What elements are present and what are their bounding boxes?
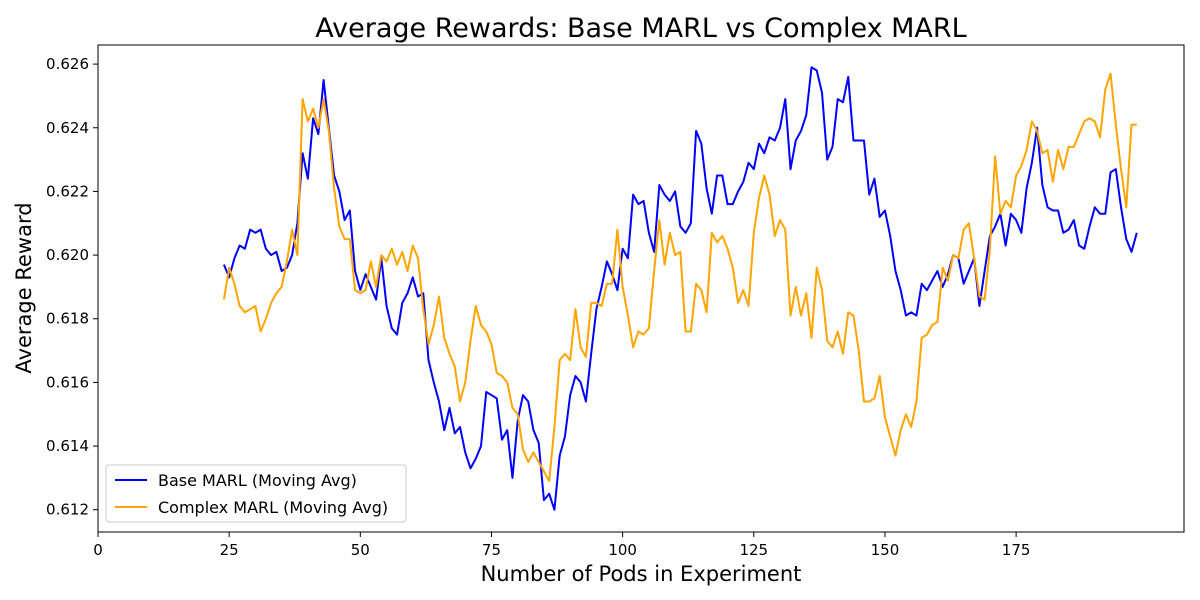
- y-tick-label: 0.618: [46, 310, 89, 328]
- y-tick-label: 0.626: [46, 55, 89, 73]
- y-tick-label: 0.614: [46, 437, 89, 455]
- x-axis: 0 25 50 75 100 125 150 175: [93, 532, 1030, 559]
- x-tick-label: 100: [608, 541, 637, 559]
- x-axis-label: Number of Pods in Experiment: [481, 562, 802, 586]
- series-layer: [222, 66, 1138, 511]
- x-tick-label: 150: [871, 541, 900, 559]
- y-tick-label: 0.622: [46, 182, 89, 200]
- x-tick-label: 75: [482, 541, 501, 559]
- legend: Base MARL (Moving Avg) Complex MARL (Mov…: [105, 464, 407, 523]
- y-tick-label: 0.624: [46, 119, 89, 137]
- x-tick-label: 175: [1002, 541, 1031, 559]
- y-tick-label: 0.616: [46, 373, 89, 391]
- x-tick-label: 0: [93, 541, 103, 559]
- y-tick-label: 0.620: [46, 246, 89, 264]
- legend-label-base-marl: Base MARL (Moving Avg): [158, 471, 357, 490]
- x-tick-label: 25: [220, 541, 239, 559]
- legend-box: [105, 464, 407, 523]
- plot-frame: [97, 44, 1185, 533]
- x-tick-label: 125: [739, 541, 768, 559]
- chart-title: Average Rewards: Base MARL vs Complex MA…: [315, 13, 966, 44]
- y-axis-label: Average Reward: [12, 202, 36, 373]
- y-tick-label: 0.612: [46, 501, 89, 519]
- series-line-complex-marl: [222, 72, 1137, 483]
- x-tick-label: 50: [351, 541, 370, 559]
- y-axis: 0.612 0.614 0.616 0.618 0.620 0.622 0.624 0.626: [46, 55, 98, 519]
- series-line-base-marl: [222, 66, 1138, 511]
- legend-label-complex-marl: Complex MARL (Moving Avg): [158, 498, 388, 517]
